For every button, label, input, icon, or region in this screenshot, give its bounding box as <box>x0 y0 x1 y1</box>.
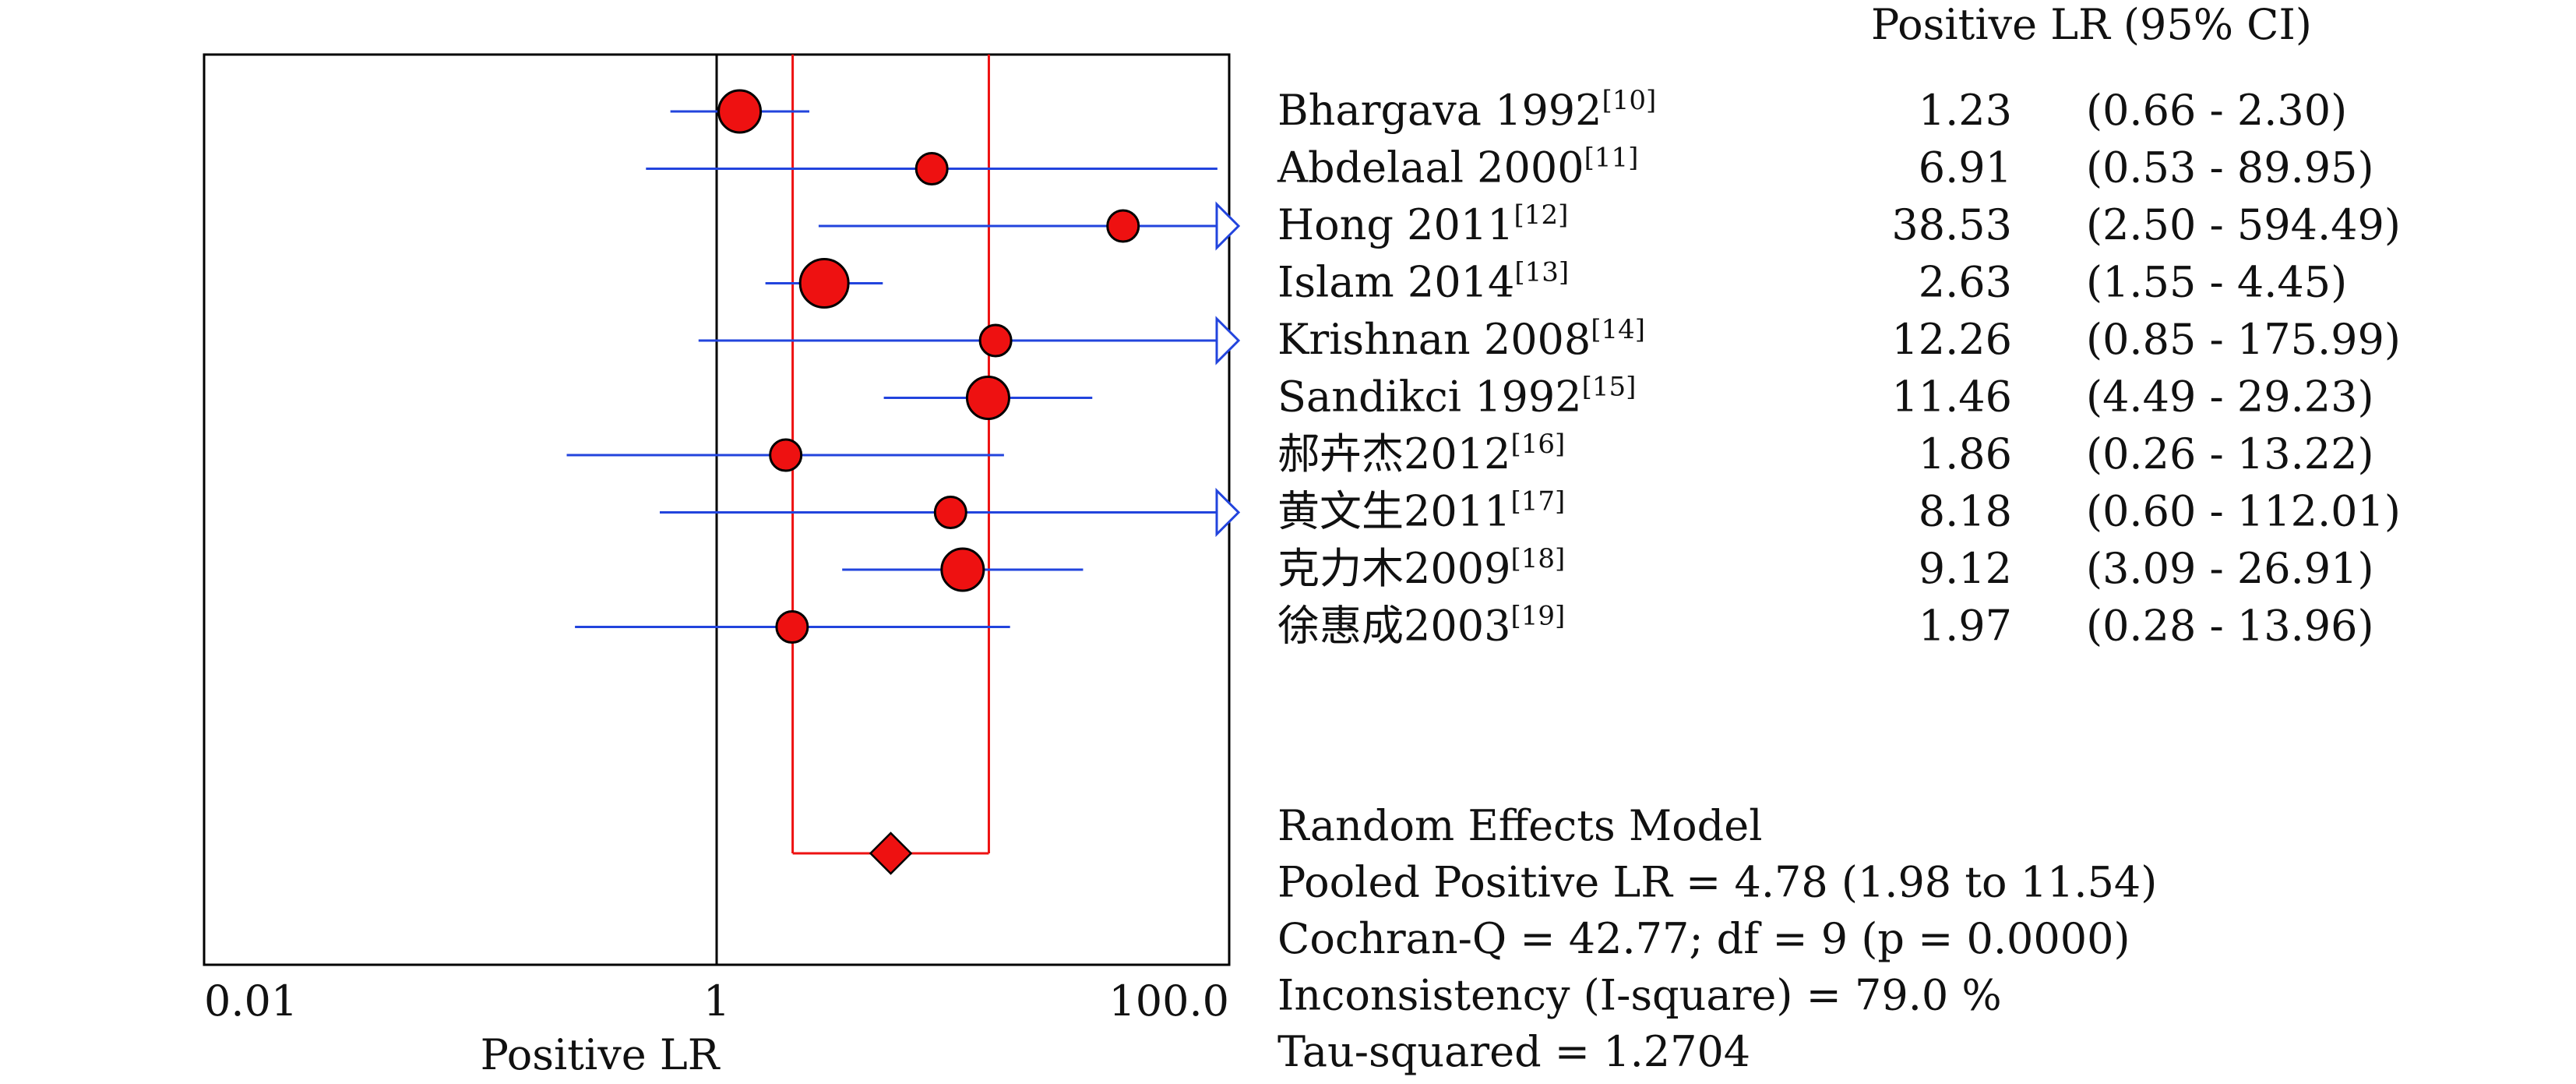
study-lr-value: 1.97 <box>1919 602 2012 651</box>
study-lr-value: 8.18 <box>1919 487 2012 536</box>
study-lr-value: 12.26 <box>1891 315 2012 364</box>
study-lr-value: 2.63 <box>1919 258 2012 307</box>
study-lr-value: 6.91 <box>1919 143 2012 192</box>
study-point-marker <box>978 323 1013 358</box>
ci-arrow-marker <box>1215 487 1241 538</box>
study-ci-value: (3.09 - 26.91) <box>2086 544 2374 593</box>
summary-line: Pooled Positive LR = 4.78 (1.98 to 11.54… <box>1277 858 2157 907</box>
ci-arrow-marker <box>1215 316 1241 365</box>
study-ci-value: (1.55 - 4.45) <box>2086 258 2347 307</box>
study-name: 克力木2009 <box>1277 544 1510 593</box>
study-name: Krishnan 2008 <box>1277 315 1591 364</box>
study-name: Islam 2014 <box>1277 258 1514 307</box>
study-ref: [15] <box>1582 372 1637 403</box>
study-ref: [14] <box>1591 314 1645 345</box>
study-name: 黄文生2011 <box>1277 487 1510 536</box>
x-tick-label: 0.01 <box>204 976 298 1026</box>
x-axis-label: Positive LR <box>481 1030 721 1079</box>
study-ref: [11] <box>1584 143 1639 174</box>
study-ref: [12] <box>1514 199 1569 231</box>
study-point-marker <box>933 496 967 529</box>
summary-line: Random Effects Model <box>1277 801 1762 850</box>
x-tick-label: 100.0 <box>1108 976 1229 1026</box>
study-point-marker <box>717 89 763 134</box>
study-point-marker <box>1106 209 1140 243</box>
summary-line: Inconsistency (I-square) = 79.0 % <box>1277 971 2002 1020</box>
study-name-label: Islam 2014[13] <box>1277 257 1569 307</box>
plot-area <box>203 53 1241 966</box>
study-ci-value: (0.60 - 112.01) <box>2086 487 2401 536</box>
pooled-diamond-marker <box>869 832 913 875</box>
study-lr-value: 9.12 <box>1919 544 2012 593</box>
study-lr-value: 1.86 <box>1919 429 2012 478</box>
text-area: Bhargava 1992[10] 1.23 (0.66 - 2.30) Abdela… <box>204 0 2401 1079</box>
study-lr-value: 11.46 <box>1891 373 2012 422</box>
summary-line: Cochran-Q = 42.77; df = 9 (p = 0.0000) <box>1277 914 2130 963</box>
study-ci-value: (0.53 - 89.95) <box>2086 143 2374 192</box>
study-lr-value: 38.53 <box>1891 200 2012 249</box>
study-name-label: Krishnan 2008[14] <box>1277 314 1645 364</box>
study-name-label: Sandikci 1992[15] <box>1277 372 1636 422</box>
study-ref: [13] <box>1514 257 1569 288</box>
study-name-label: Abdelaal 2000[11] <box>1277 143 1638 192</box>
summary-line: Tau-squared = 1.2704 <box>1277 1027 1750 1076</box>
study-name: 徐惠成2003 <box>1277 602 1510 651</box>
study-name-label: 克力木2009[18] <box>1277 543 1565 593</box>
study-ci-value: (0.85 - 175.99) <box>2086 315 2401 364</box>
study-name-label: Hong 2011[12] <box>1277 199 1568 249</box>
study-name: Sandikci 1992 <box>1277 373 1582 422</box>
study-ci-value: (2.50 - 594.49) <box>2086 200 2401 249</box>
study-ref: [16] <box>1510 429 1565 460</box>
study-point-marker <box>798 258 850 309</box>
study-lr-value: 1.23 <box>1919 86 2012 135</box>
study-point-marker <box>940 547 985 592</box>
study-point-marker <box>965 376 1010 420</box>
study-name: Hong 2011 <box>1277 200 1514 249</box>
ci-arrow-marker <box>1215 201 1241 251</box>
study-ref: [17] <box>1510 486 1565 517</box>
study-name-label: 徐惠成2003[19] <box>1277 601 1565 651</box>
study-name-label: 郝卉杰2012[16] <box>1277 429 1565 478</box>
study-name: Bhargava 1992 <box>1277 86 1602 135</box>
study-ci-value: (0.66 - 2.30) <box>2086 86 2347 135</box>
study-point-marker <box>914 152 949 185</box>
study-point-marker <box>775 610 809 644</box>
study-ref: [10] <box>1602 85 1657 116</box>
study-point-marker <box>769 438 803 472</box>
study-ci-value: (0.28 - 13.96) <box>2086 602 2374 651</box>
study-name: Abdelaal 2000 <box>1277 143 1584 192</box>
study-ref: [19] <box>1510 601 1565 632</box>
study-name: 郝卉杰2012 <box>1277 429 1510 478</box>
x-tick-label: 1 <box>703 976 730 1026</box>
study-name-label: 黄文生2011[17] <box>1277 486 1565 536</box>
column-header: Positive LR (95% CI) <box>1871 0 2312 49</box>
study-ci-value: (0.26 - 13.22) <box>2086 429 2374 478</box>
study-name-label: Bhargava 1992[10] <box>1277 85 1656 135</box>
study-ci-value: (4.49 - 29.23) <box>2086 373 2374 422</box>
study-ref: [18] <box>1510 543 1565 574</box>
